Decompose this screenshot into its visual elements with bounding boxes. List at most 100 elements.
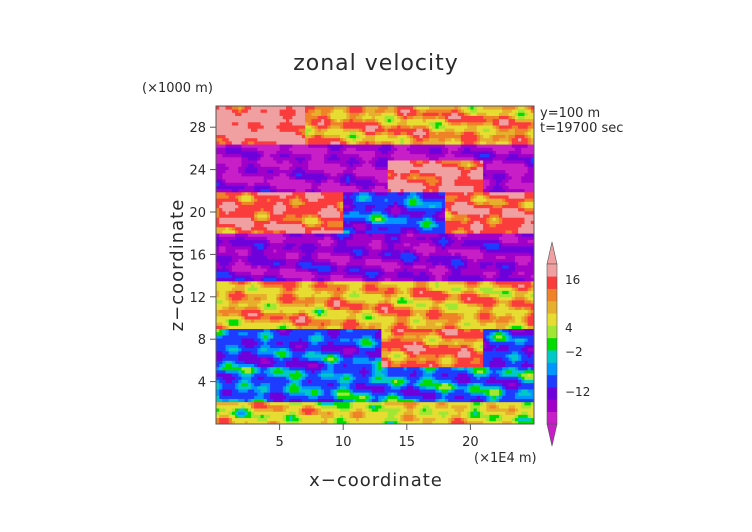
heatmap-cell — [336, 309, 341, 314]
heatmap-cell — [451, 344, 455, 349]
heatmap-cell — [495, 366, 500, 371]
heatmap-cell — [320, 369, 325, 374]
heatmap-cell — [400, 322, 405, 326]
heatmap-cell — [355, 417, 360, 422]
heatmap-cell — [346, 363, 350, 368]
heatmap-cell — [375, 315, 379, 320]
heatmap-cell — [336, 312, 341, 317]
heatmap-cell — [489, 350, 494, 355]
heatmap-cell — [511, 414, 516, 419]
heatmap-cell — [457, 373, 462, 377]
heatmap-cell — [352, 322, 357, 326]
heatmap-cell — [375, 331, 379, 336]
heatmap-cell — [438, 404, 443, 409]
heatmap-cell — [502, 385, 506, 390]
heatmap-cell — [514, 271, 519, 275]
heatmap-cell — [352, 385, 357, 390]
heatmap-cell — [432, 280, 436, 285]
heatmap-cell — [441, 420, 446, 425]
heatmap-cell — [384, 338, 389, 342]
heatmap-cell — [460, 357, 465, 361]
heatmap-cell — [365, 404, 370, 409]
heatmap-cell — [495, 395, 500, 399]
heatmap-cell — [336, 373, 341, 377]
heatmap-cell — [425, 303, 430, 307]
heatmap-cell — [521, 312, 525, 317]
heatmap-cell — [336, 420, 341, 425]
heatmap-cell — [413, 420, 417, 425]
heatmap-cell — [387, 366, 392, 371]
heatmap-cell — [263, 420, 268, 425]
heatmap-cell — [530, 408, 535, 412]
heatmap-cell — [355, 369, 360, 374]
heatmap-cell — [359, 379, 363, 384]
heatmap-cell — [343, 284, 347, 288]
heatmap-cell — [247, 395, 252, 399]
heatmap-cell — [320, 331, 325, 336]
heatmap-cell — [362, 312, 366, 317]
heatmap-cell — [298, 347, 303, 352]
heatmap-cell — [352, 389, 357, 393]
heatmap-cell — [368, 347, 373, 352]
heatmap-cell — [247, 293, 252, 298]
heatmap-cell — [263, 350, 268, 355]
heatmap-cell — [222, 404, 226, 409]
heatmap-cell — [295, 312, 300, 317]
heatmap-cell — [438, 366, 443, 371]
heatmap-cell — [409, 344, 414, 349]
heatmap-cell — [381, 312, 385, 317]
heatmap-cell — [375, 376, 379, 380]
heatmap-cell — [390, 382, 395, 387]
heatmap-cell — [397, 284, 401, 288]
heatmap-cell — [489, 290, 494, 295]
heatmap-cell — [219, 334, 223, 339]
heatmap-cell — [397, 341, 401, 345]
heatmap-cell — [511, 319, 516, 323]
heatmap-cell — [254, 325, 258, 329]
heatmap-cell — [514, 322, 519, 326]
heatmap-cell — [441, 290, 446, 295]
heatmap-cell — [266, 354, 271, 358]
heatmap-cell — [406, 265, 411, 269]
heatmap-cell — [349, 344, 354, 349]
heatmap-cell — [282, 277, 287, 282]
heatmap-cell — [247, 420, 252, 425]
heatmap-cell — [432, 392, 436, 396]
heatmap-cell — [378, 363, 382, 368]
heatmap-cell — [317, 401, 322, 406]
heatmap-cell — [257, 414, 261, 419]
heatmap-cell — [473, 328, 478, 333]
heatmap-cell — [495, 382, 500, 387]
heatmap-cell — [527, 385, 532, 390]
heatmap-cell — [352, 284, 357, 288]
heatmap-cell — [470, 354, 474, 358]
heatmap-cell — [292, 420, 296, 425]
heatmap-cell — [250, 360, 255, 364]
heatmap-cell — [499, 379, 503, 384]
heatmap-cell — [422, 306, 427, 310]
heatmap-cell — [489, 293, 494, 298]
heatmap-cell — [524, 331, 529, 336]
heatmap-cell — [305, 389, 309, 393]
heatmap-cell — [508, 319, 513, 323]
heatmap-cell — [282, 414, 287, 419]
heatmap-cell — [479, 354, 484, 358]
heatmap-cell — [483, 303, 487, 307]
heatmap-cell — [448, 290, 452, 295]
heatmap-cell — [464, 350, 468, 355]
heatmap-cell — [422, 379, 427, 384]
heatmap-cell — [231, 338, 236, 342]
heatmap-cell — [413, 414, 417, 419]
heatmap-cell — [476, 376, 481, 380]
heatmap-cell — [219, 363, 223, 368]
heatmap-cell — [346, 420, 350, 425]
heatmap-cell — [432, 309, 436, 314]
heatmap-cell — [371, 287, 376, 291]
heatmap-cell — [308, 420, 312, 425]
heatmap-cell — [429, 414, 433, 419]
heatmap-cell — [521, 376, 525, 380]
heatmap-cell — [359, 331, 363, 336]
heatmap-cell — [390, 379, 395, 384]
heatmap-cell — [378, 385, 382, 390]
heatmap-cell — [435, 373, 439, 377]
